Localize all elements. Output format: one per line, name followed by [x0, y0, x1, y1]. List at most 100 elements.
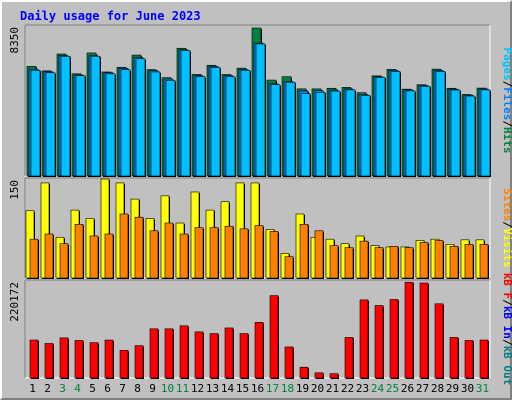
x-tick-label-day-15: 15 — [236, 382, 249, 395]
panel-3-legend-item-3: / — [501, 339, 512, 346]
sites-bar-day-23 — [359, 240, 369, 279]
panel-2-legend-item-1: / — [501, 221, 512, 228]
sites-bar-day-5 — [89, 235, 99, 279]
panel-2-legend: Sites/Visits — [501, 188, 512, 268]
x-tick-label-day-6: 6 — [104, 382, 111, 395]
kbf-bar-day-27 — [419, 282, 429, 379]
pages-bar-day-21 — [330, 90, 341, 177]
kbf-bar-day-2 — [44, 343, 54, 379]
panel-1-legend-item-4: Hits — [501, 127, 512, 154]
pages-bar-day-27 — [420, 86, 431, 177]
pages-bar-day-15 — [240, 70, 251, 177]
x-tick-label-day-7: 7 — [119, 382, 126, 395]
x-tick-label-day-9: 9 — [149, 382, 156, 395]
panel-3-legend: kB F/kB In/kB Out — [501, 273, 512, 386]
x-tick-label-day-20: 20 — [311, 382, 324, 395]
sites-bar-day-9 — [149, 230, 159, 279]
x-tick-label-day-29: 29 — [446, 382, 459, 395]
x-tick-label-day-1: 1 — [29, 382, 36, 395]
kbf-bar-day-12 — [194, 331, 204, 379]
pages-bar-day-3 — [60, 56, 71, 177]
sites-bar-day-28 — [434, 240, 444, 279]
pages-bar-day-23 — [360, 95, 371, 177]
x-tick-label-day-18: 18 — [281, 382, 294, 395]
panel-1-legend-item-2: Files — [501, 87, 512, 120]
kbf-bar-day-25 — [389, 299, 399, 379]
kbf-bar-day-26 — [404, 281, 414, 379]
pages-bar-day-26 — [405, 90, 416, 177]
sites-bar-day-4 — [74, 224, 84, 279]
panel-1-legend-item-3: / — [501, 120, 512, 127]
kbf-bar-day-11 — [179, 325, 189, 379]
kbf-bar-day-18 — [284, 346, 294, 379]
pages-bar-day-13 — [210, 67, 221, 177]
sites-bar-day-20 — [314, 230, 324, 279]
x-tick-label-day-14: 14 — [221, 382, 235, 395]
sites-bar-day-25 — [389, 246, 399, 279]
pages-bar-day-25 — [390, 71, 401, 177]
kbf-bar-day-7 — [119, 350, 129, 379]
panel-3-legend-item-0: kB F — [501, 273, 512, 300]
sites-bar-day-21 — [329, 245, 339, 279]
sites-bar-day-24 — [374, 247, 384, 279]
sites-bar-day-3 — [59, 243, 69, 279]
kbf-bar-day-29 — [449, 337, 459, 379]
chart-title: Daily usage for June 2023 — [20, 9, 201, 23]
sites-bar-day-12 — [194, 227, 204, 279]
sites-bar-day-18 — [284, 256, 294, 279]
pages-bar-day-20 — [315, 92, 326, 177]
x-tick-label-day-30: 30 — [461, 382, 474, 395]
x-tick-label-day-19: 19 — [296, 382, 309, 395]
pages-bar-day-2 — [45, 72, 56, 177]
kbf-bar-day-28 — [434, 303, 444, 379]
pages-bar-day-16 — [255, 43, 266, 177]
panel-1-legend-item-0: Pages — [501, 48, 512, 81]
x-tick-label-day-5: 5 — [89, 382, 96, 395]
panel-3-legend-item-4: kB Out — [501, 346, 512, 386]
pages-bar-day-10 — [165, 80, 176, 177]
x-tick-label-day-24: 24 — [371, 382, 385, 395]
pages-bar-day-4 — [75, 75, 86, 177]
panel-2-legend-item-2: Visits — [501, 228, 512, 268]
x-tick-label-day-8: 8 — [134, 382, 141, 395]
pages-bar-day-1 — [30, 69, 41, 177]
pages-bar-day-28 — [435, 71, 446, 177]
sites-bar-day-2 — [44, 233, 54, 279]
x-tick-label-day-10: 10 — [161, 382, 174, 395]
x-tick-label-day-25: 25 — [386, 382, 399, 395]
x-tick-label-day-23: 23 — [356, 382, 369, 395]
pages-bar-day-6 — [105, 73, 116, 177]
panel-1-legend: Pages/Files/Hits — [501, 48, 512, 154]
kbf-bar-day-1 — [29, 339, 39, 379]
panel-2-max-label: 150 — [8, 180, 21, 200]
sites-bar-day-31 — [479, 244, 489, 279]
sites-bar-day-6 — [104, 233, 114, 279]
pages-bar-day-12 — [195, 76, 206, 177]
kbf-bar-day-24 — [374, 305, 384, 379]
x-tick-label-day-21: 21 — [326, 382, 339, 395]
sites-bar-day-27 — [419, 242, 429, 279]
x-tick-label-day-16: 16 — [251, 382, 264, 395]
sites-bar-day-19 — [299, 224, 309, 279]
panel-2-legend-item-0: Sites — [501, 188, 512, 221]
pages-bar-day-5 — [90, 55, 101, 177]
x-tick-label-day-27: 27 — [416, 382, 429, 395]
pages-bar-day-30 — [465, 95, 476, 177]
sites-bar-day-26 — [404, 247, 414, 279]
kbf-bar-day-31 — [479, 339, 489, 379]
pages-bar-day-19 — [300, 93, 311, 177]
pages-bar-day-18 — [285, 81, 296, 177]
panel-1-max-label: 8350 — [8, 27, 21, 54]
kbf-bar-day-14 — [224, 327, 234, 379]
sites-bar-day-16 — [254, 225, 264, 279]
panel-1-legend-item-1: / — [501, 81, 512, 88]
pages-bar-day-17 — [270, 84, 281, 177]
kbf-bar-day-22 — [344, 337, 354, 379]
x-tick-label-day-4: 4 — [74, 382, 81, 395]
sites-bar-day-1 — [29, 238, 39, 279]
kbf-bar-day-15 — [239, 333, 249, 379]
kbf-bar-day-5 — [89, 342, 99, 379]
sites-bar-day-10 — [164, 222, 174, 279]
kbf-bar-day-17 — [269, 295, 279, 379]
